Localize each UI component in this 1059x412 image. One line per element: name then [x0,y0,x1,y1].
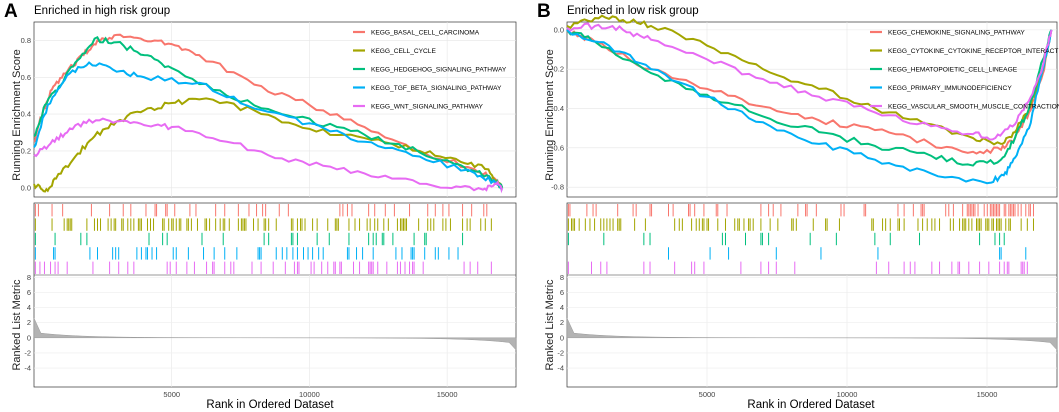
es-line-kegg-cell-cycle [33,97,504,193]
es-line-kegg-primary-immunodeficiency [566,29,1053,185]
x-tick-label: 10000 [299,390,320,399]
metric-tick-label: 8 [27,273,31,282]
legend-label: KEGG_PRIMARY_IMMUNODEFICIENCY [888,85,1012,92]
rug-kegg-hematopoietic-cell-lineage [567,232,1005,246]
es-line-kegg-hedgehog-signaling-pathway [33,35,504,189]
es-tick-label: 0.4 [21,110,31,119]
es-tick-label: -0.4 [551,104,564,113]
es-tick-label: 0.8 [21,36,31,45]
x-tick-label: 15000 [437,390,458,399]
metric-tick-label: 8 [560,273,564,282]
panel-a-plot: 0.0 0.2 0.4 0.6 0.8 5000 10000 15000 -4 -2 0 2 4 6 8 KE… [21,21,517,399]
metric-tick-label: -4 [24,364,31,373]
es-tick-label: -0.6 [551,143,564,152]
legend-label: KEGG_TGF_BETA_SIGNALING_PATHWAY [371,85,502,92]
metric-tick-label: -2 [557,348,564,357]
x-tick-label: 5000 [163,390,180,399]
legend-label: KEGG_CHEMOKINE_SIGNALING_PATHWAY [888,29,1025,36]
es-tick-label: -0.2 [551,65,564,74]
panel-a-ylabel-metric: Ranked List Metric [11,279,23,371]
es-line-kegg-tgf-beta-signaling-pathway [33,61,504,192]
legend-label: KEGG_CELL_CYCLE [371,48,436,55]
x-tick-label: 15000 [977,390,998,399]
es-line-kegg-vascular-smooth-muscle-contraction [566,22,1053,141]
legend-label: KEGG_HEMATOPOIETIC_CELL_LINEAGE [888,66,1018,73]
es-plot-frame [566,21,1058,198]
metric-tick-label: 2 [27,318,31,327]
ranked-metric-area [33,318,517,351]
es-tick-label: 0.6 [21,73,31,82]
panel-b-ylabel-es: Running Enrichment Score [544,49,556,180]
ranked-metric-area [566,318,1058,351]
metric-tick-label: 0 [27,333,31,342]
panel-a-ylabel-es: Running Enrichment Score [11,49,23,180]
panel-a-xlabel: Rank in Ordered Dataset [206,399,334,411]
panel-b: B Enriched in low risk group Running Enr… [537,1,875,411]
legend-label: KEGG_VASCULAR_SMOOTH_MUSCLE_CONTRACTION [888,103,1059,110]
x-tick-label: 5000 [699,390,716,399]
x-tick-label: 10000 [837,390,858,399]
es-tick-label: -0.8 [551,183,564,192]
metric-plot-frame [566,202,1058,388]
legend: KEGG_BASAL_CELL_CARCINOMA KEGG_CELL_CYCLE… [353,29,507,110]
legend-label: KEGG_WNT_SIGNALING_PATHWAY [371,103,483,110]
rug-kegg-wnt-signaling-pathway [34,261,492,274]
panel-b-title: Enriched in low risk group [567,5,699,17]
es-tick-label: 0.0 [554,25,564,34]
rug-kegg-cell-cycle [34,218,492,231]
rug-kegg-vascular-smooth-muscle-contraction [567,261,1028,274]
rug-kegg-chemokine-signaling-pathway [567,204,1034,217]
panel-b-ylabel-metric: Ranked List Metric [544,279,556,371]
panel-a-letter: A [4,1,18,22]
rug-kegg-tgf-beta-signaling-pathway [34,247,459,260]
rug-kegg-hedgehog-signaling-pathway [34,232,464,246]
legend-label: KEGG_BASAL_CELL_CARCINOMA [371,29,480,36]
metric-tick-label: 4 [560,303,564,312]
metric-tick-label: 6 [560,288,564,297]
es-line-kegg-hematopoietic-cell-lineage [566,29,1053,167]
metric-tick-label: 0 [560,333,564,342]
es-line-kegg-cytokine-cytokine-receptor-interaction [566,14,1053,146]
metric-plot-frame [33,202,517,388]
panel-b-letter: B [537,1,551,22]
panel-a: A Enriched in high risk group Running En… [4,1,334,411]
legend: KEGG_CHEMOKINE_SIGNALING_PATHWAY KEGG_CYT… [870,29,1059,110]
metric-tick-label: 2 [560,318,564,327]
panel-b-plot: -0.8 -0.6 -0.4 -0.2 0.0 5000 10000 15000 -4 -2 0 2 4… [551,14,1059,399]
es-tick-label: 0.2 [21,146,31,155]
legend-label: KEGG_CYTOKINE_CYTOKINE_RECEPTOR_INTERACT… [888,48,1059,55]
es-plot-frame [33,21,517,198]
metric-tick-label: -4 [557,364,564,373]
rug-kegg-basal-cell-carcinoma [34,204,488,217]
legend-label: KEGG_HEDGEHOG_SIGNALING_PATHWAY [371,66,507,73]
metric-tick-label: 6 [27,288,31,297]
rug-kegg-cytokine-cytokine-receptor-interaction [567,218,1034,231]
es-tick-label: 0.0 [21,183,31,192]
metric-tick-label: 4 [27,303,31,312]
panel-b-xlabel: Rank in Ordered Dataset [747,399,875,411]
metric-tick-label: -2 [24,348,31,357]
es-line-kegg-wnt-signaling-pathway [33,117,504,194]
panel-a-title: Enriched in high risk group [34,5,170,17]
rug-kegg-primary-immunodeficiency [668,247,1027,260]
